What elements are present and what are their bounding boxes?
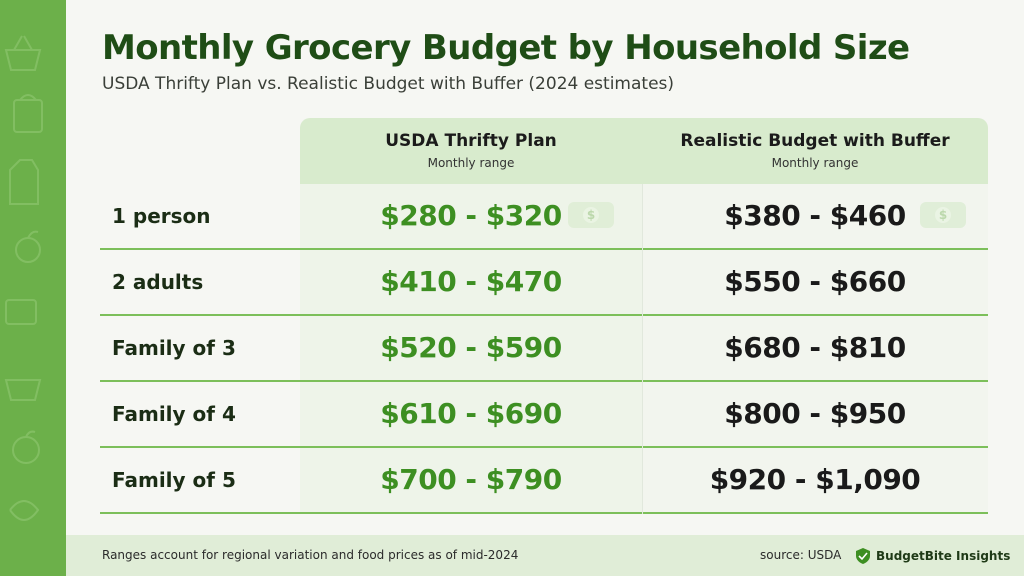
realistic-range-cell: $920 - $1,090 xyxy=(642,448,988,512)
footer-note: Ranges account for regional variation an… xyxy=(102,548,519,562)
row-label: Family of 5 xyxy=(112,468,236,492)
column-heading: Realistic Budget with Buffer xyxy=(680,131,950,151)
row-label: 1 person xyxy=(112,204,211,228)
table-row: Family of 5 $700 - $790 $920 - $1,090 xyxy=(100,448,988,514)
brand-logo: BudgetBite Insights xyxy=(856,535,1010,576)
basket-icon xyxy=(4,35,42,71)
table-header: USDA Thrifty Plan Monthly range Realisti… xyxy=(100,118,988,184)
column-subheading: Monthly range xyxy=(771,156,859,170)
grocery-bag-icon xyxy=(13,99,43,133)
usda-range-cell: $410 - $470 xyxy=(300,250,642,314)
table-row: 1 person $280 - $320 $380 - $460 xyxy=(100,184,988,250)
row-label: 2 adults xyxy=(112,270,204,294)
apple-icon xyxy=(12,436,40,464)
brand-name: BudgetBite Insights xyxy=(876,548,1011,563)
page-subtitle: USDA Thrifty Plan vs. Realistic Budget w… xyxy=(102,74,675,94)
header-band xyxy=(300,118,988,184)
realistic-range-cell: $800 - $950 xyxy=(642,382,988,446)
table-row: 2 adults $410 - $470 $550 - $660 xyxy=(100,250,988,316)
column-header-realistic: Realistic Budget with Buffer Monthly ran… xyxy=(642,118,988,184)
budget-table: USDA Thrifty Plan Monthly range Realisti… xyxy=(100,118,988,514)
row-label: Family of 3 xyxy=(112,336,236,360)
usda-range-cell: $520 - $590 xyxy=(300,316,642,380)
column-divider xyxy=(642,184,643,514)
usda-range-cell: $610 - $690 xyxy=(300,382,642,446)
column-header-usda: USDA Thrifty Plan Monthly range xyxy=(300,118,642,184)
realistic-range-cell: $680 - $810 xyxy=(642,316,988,380)
table-row: Family of 3 $520 - $590 $680 - $810 xyxy=(100,316,988,382)
source-credit: source: USDA xyxy=(760,548,842,562)
page-title: Monthly Grocery Budget by Household Size xyxy=(102,28,910,68)
realistic-range-cell: $550 - $660 xyxy=(642,250,988,314)
table-row: Family of 4 $610 - $690 $800 - $950 xyxy=(100,382,988,448)
column-subheading: Monthly range xyxy=(427,156,515,170)
grocery-doodles-icon xyxy=(4,35,43,521)
dollar-bill-icon: $ xyxy=(920,202,966,228)
shield-logo-icon xyxy=(856,547,870,564)
milk-carton-icon xyxy=(9,159,39,205)
usda-range-cell: $700 - $790 xyxy=(300,448,642,512)
decorative-side-rail xyxy=(0,0,66,576)
footer-bar: Ranges account for regional variation an… xyxy=(66,535,1024,576)
column-heading: USDA Thrifty Plan xyxy=(385,131,557,151)
dollar-bill-icon: $ xyxy=(568,202,614,228)
row-label: Family of 4 xyxy=(112,402,236,426)
